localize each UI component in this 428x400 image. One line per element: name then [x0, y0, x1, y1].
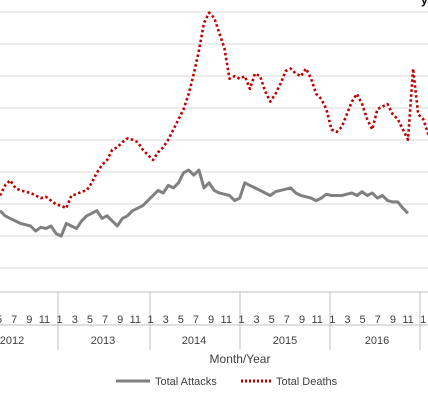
year-labels: 2012 2013 2014 2015 2016	[0, 335, 389, 347]
gridlines	[0, 11, 428, 269]
year-label: 2015	[273, 335, 297, 347]
x-tick-label: 11	[311, 314, 322, 326]
x-tick-label: 11	[221, 314, 232, 326]
x-tick-label: 1	[238, 314, 244, 326]
x-tick-label: 5	[0, 314, 2, 326]
chart-title-fragment: y	[421, 0, 428, 7]
x-tick-label: 1	[147, 314, 153, 326]
x-tick-label: 3	[253, 314, 259, 326]
x-tick-label: 9	[390, 314, 396, 326]
x-tick-label: 1	[420, 314, 426, 326]
x-tick-label: 1	[57, 314, 63, 326]
series-line-total-attacks	[0, 168, 410, 238]
series-layer	[0, 11, 428, 238]
x-tick-labels: 5791113579111357911135791113579111	[0, 314, 426, 326]
x-tick-label: 7	[284, 314, 290, 326]
x-tick-label: 3	[344, 314, 350, 326]
x-tick-label: 7	[11, 314, 17, 326]
x-tick-label: 5	[178, 314, 184, 326]
year-label: 2012	[0, 335, 24, 347]
x-tick-label: 7	[375, 314, 381, 326]
x-axis	[0, 291, 428, 350]
x-tick-label: 1	[329, 314, 335, 326]
x-tick-label: 5	[87, 314, 93, 326]
year-label: 2013	[91, 335, 115, 347]
legend-label-attacks: Total Attacks	[155, 376, 217, 388]
x-tick-label: 9	[208, 314, 214, 326]
x-tick-label: 7	[193, 314, 199, 326]
year-label: 2014	[182, 335, 206, 347]
x-axis-title: Month/Year	[210, 352, 271, 366]
x-tick-label: 3	[163, 314, 169, 326]
x-tick-label: 5	[360, 314, 366, 326]
x-tick-label: 9	[299, 314, 305, 326]
x-tick-label: 9	[117, 314, 123, 326]
x-tick-label: 11	[39, 314, 50, 326]
x-tick-label: 11	[130, 314, 141, 326]
series-line-total-deaths	[0, 11, 428, 210]
x-tick-label: 11	[402, 314, 413, 326]
legend: Total Attacks Total Deaths	[116, 376, 338, 388]
year-label: 2016	[365, 335, 389, 347]
x-tick-label: 5	[269, 314, 275, 326]
legend-label-deaths: Total Deaths	[276, 376, 338, 388]
x-tick-label: 7	[102, 314, 108, 326]
x-tick-label: 9	[26, 314, 32, 326]
x-tick-label: 3	[72, 314, 78, 326]
